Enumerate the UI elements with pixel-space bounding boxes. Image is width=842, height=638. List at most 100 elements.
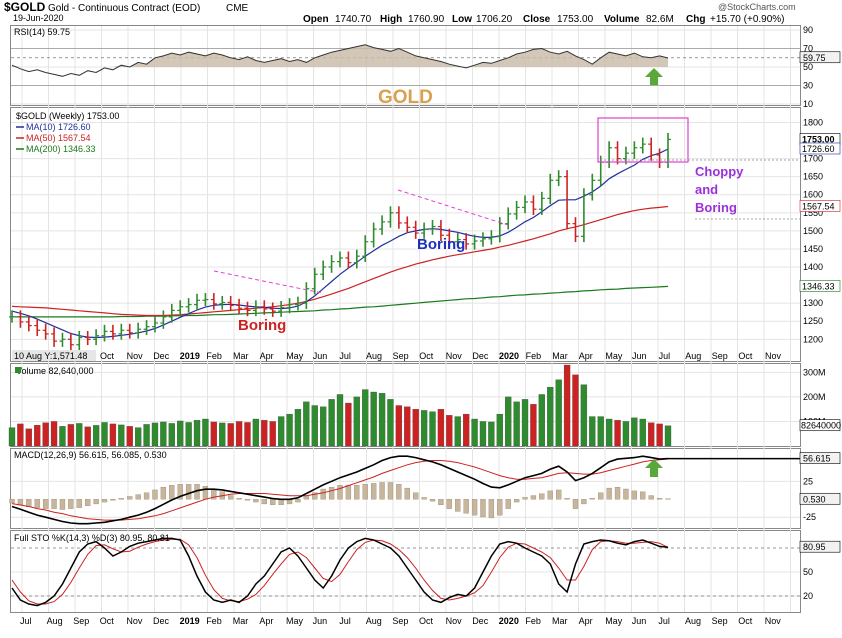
- volume-bar: [430, 412, 436, 446]
- volume-bar: [287, 414, 293, 446]
- price-tick-label: 1500: [803, 226, 823, 236]
- rsi-last-value: 59.75: [803, 53, 826, 63]
- price-x-tick-label: Oct: [738, 351, 753, 361]
- macd-histogram-bar: [262, 499, 267, 504]
- macd-histogram-bar: [144, 493, 149, 500]
- close-value: 1753.00: [557, 14, 594, 25]
- macd-histogram-bar: [447, 499, 452, 508]
- macd-histogram-bar: [497, 499, 502, 515]
- macd-histogram-bar: [186, 484, 191, 499]
- price-x-tick-label: Jul: [339, 351, 351, 361]
- sto-x-tick-label: Dec: [472, 616, 489, 626]
- volume-bar: [379, 393, 385, 446]
- volume-bar: [371, 392, 377, 446]
- volume-bar: [9, 428, 15, 446]
- exchange: CME: [226, 3, 249, 14]
- macd-histogram-bar: [52, 499, 57, 508]
- price-x-tick-label: Jul: [659, 351, 671, 361]
- sto-x-tick-label: Feb: [525, 616, 541, 626]
- open-value: 1740.70: [335, 14, 372, 25]
- price-right-label: 1346.33: [802, 281, 835, 291]
- volume-bar: [253, 419, 259, 446]
- volume-bar: [118, 425, 124, 446]
- macd-histogram-bar: [514, 499, 519, 502]
- choppy-label-1: Choppy: [695, 164, 744, 179]
- instrument-name: Gold - Continuous Contract (EOD): [48, 3, 200, 14]
- sto-x-tick-label: Mar: [552, 616, 568, 626]
- macd-histogram-bar: [632, 491, 637, 499]
- macd-histogram-bar: [640, 492, 645, 499]
- volume-bar: [51, 421, 57, 446]
- macd-histogram-bar: [169, 485, 174, 499]
- sto-x-tick-label: Feb: [206, 616, 222, 626]
- price-x-tick-label: Oct: [419, 351, 434, 361]
- volume-bar: [261, 420, 267, 446]
- macd-histogram-bar: [455, 499, 460, 511]
- sto-x-tick-label: Apr: [259, 616, 273, 626]
- macd-histogram-bar: [68, 499, 73, 508]
- stochastic-legend: Full STO %K(14,3) %D(3) 80.95, 80.81: [14, 533, 170, 543]
- volume-bar: [497, 414, 503, 446]
- volume-bar: [345, 403, 351, 446]
- macd-histogram-bar: [363, 484, 368, 499]
- ma50-legend: MA(50) 1567.54: [26, 133, 91, 143]
- sto-x-tick-label: Mar: [233, 616, 249, 626]
- rsi-tick-label: 50: [803, 62, 813, 72]
- volume-bar: [26, 429, 32, 446]
- price-x-tick-label: Nov: [446, 351, 463, 361]
- macd-histogram-bar: [438, 499, 443, 505]
- sto-x-tick-label: Aug: [47, 616, 63, 626]
- macd-histogram-bar: [565, 498, 570, 499]
- volume-right-label: 82640000: [801, 421, 841, 431]
- macd-histogram-bar: [615, 487, 620, 499]
- macd-histogram-bar: [573, 499, 578, 508]
- macd-histogram-bar: [531, 496, 536, 500]
- macd-histogram-bar: [295, 499, 300, 502]
- sto-x-tick-label: Oct: [100, 616, 115, 626]
- volume-bar: [303, 402, 309, 446]
- volume-bar: [572, 375, 578, 446]
- macd-histogram-bar: [136, 495, 141, 500]
- low-value: 1706.20: [476, 14, 513, 25]
- price-x-tick-label: Mar: [233, 351, 249, 361]
- volume-legend: Volume 82,640,000: [16, 366, 94, 376]
- volume-value: 82.6M: [646, 14, 674, 25]
- volume-bar: [219, 423, 225, 446]
- macd-histogram-bar: [161, 487, 166, 499]
- macd-hist-right-label: 0.530: [803, 494, 826, 504]
- volume-bar: [421, 410, 427, 446]
- volume-bar: [446, 415, 452, 446]
- macd-histogram-bar: [329, 487, 334, 499]
- volume-bar: [505, 397, 511, 446]
- sto-x-tick-label: Jun: [632, 616, 647, 626]
- volume-bar: [581, 385, 587, 446]
- macd-histogram-bar: [523, 497, 528, 499]
- macd-histogram-bar: [590, 498, 595, 499]
- volume-bar: [312, 406, 318, 447]
- sto-x-tick-label: Nov: [765, 616, 782, 626]
- macd-histogram-bar: [422, 497, 427, 499]
- volume-bar: [68, 424, 74, 446]
- macd-histogram-bar: [556, 490, 561, 499]
- volume-bar: [93, 425, 99, 446]
- macd-tick-label: -25: [803, 512, 816, 522]
- macd-histogram-bar: [26, 499, 31, 506]
- macd-legend: MACD(12,26,9) 56.615, 56.085, 0.530: [14, 450, 167, 460]
- macd-histogram-bar: [346, 485, 351, 499]
- macd-histogram-bar: [304, 496, 309, 499]
- volume-bar: [202, 419, 208, 446]
- sto-x-tick-label: Apr: [579, 616, 593, 626]
- volume-bar: [522, 399, 528, 446]
- volume-bar: [665, 426, 671, 446]
- price-x-tick-label: Nov: [765, 351, 782, 361]
- volume-bar: [337, 394, 343, 446]
- price-x-tick-label: 2019: [180, 351, 200, 361]
- macd-histogram-bar: [253, 499, 258, 502]
- price-tick-label: 1450: [803, 244, 823, 254]
- volume-bar: [657, 424, 663, 446]
- volume-tick-label: 200M: [803, 392, 826, 402]
- volume-bar: [177, 421, 183, 446]
- price-right-label: 1567.54: [802, 201, 835, 211]
- rsi-legend: RSI(14) 59.75: [14, 27, 70, 37]
- ma10-legend: MA(10) 1726.60: [26, 122, 91, 132]
